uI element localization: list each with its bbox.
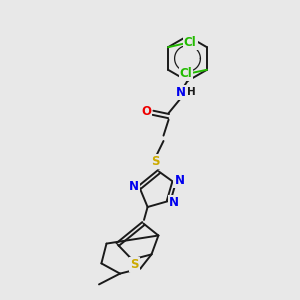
Text: N: N <box>129 180 139 194</box>
Text: N: N <box>176 86 186 99</box>
Text: O: O <box>141 105 152 118</box>
Text: N: N <box>174 174 184 187</box>
Text: S: S <box>130 258 139 272</box>
Text: H: H <box>187 87 196 98</box>
Text: S: S <box>151 154 160 168</box>
Text: Cl: Cl <box>180 68 192 80</box>
Text: N: N <box>169 196 179 209</box>
Text: Cl: Cl <box>184 36 197 49</box>
